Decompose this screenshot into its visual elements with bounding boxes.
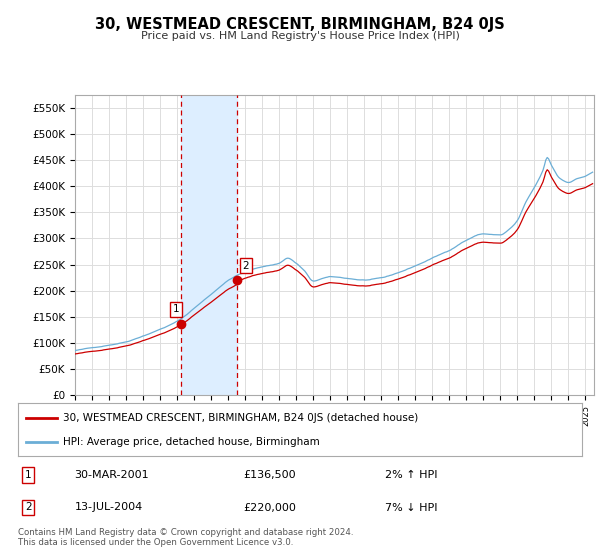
Text: 30, WESTMEAD CRESCENT, BIRMINGHAM, B24 0JS: 30, WESTMEAD CRESCENT, BIRMINGHAM, B24 0…	[95, 17, 505, 32]
Text: 7% ↓ HPI: 7% ↓ HPI	[385, 502, 437, 512]
Text: Contains HM Land Registry data © Crown copyright and database right 2024.
This d: Contains HM Land Registry data © Crown c…	[18, 528, 353, 547]
Text: 2: 2	[25, 502, 31, 512]
Text: 1: 1	[173, 304, 179, 314]
Text: Price paid vs. HM Land Registry's House Price Index (HPI): Price paid vs. HM Land Registry's House …	[140, 31, 460, 41]
Text: 2% ↑ HPI: 2% ↑ HPI	[385, 470, 437, 480]
Text: HPI: Average price, detached house, Birmingham: HPI: Average price, detached house, Birm…	[63, 437, 320, 447]
Text: 1: 1	[25, 470, 31, 480]
Text: 30, WESTMEAD CRESCENT, BIRMINGHAM, B24 0JS (detached house): 30, WESTMEAD CRESCENT, BIRMINGHAM, B24 0…	[63, 413, 418, 423]
Bar	[181, 95, 238, 395]
Text: £220,000: £220,000	[244, 502, 296, 512]
Text: 2: 2	[242, 261, 249, 271]
Text: 13-JUL-2004: 13-JUL-2004	[74, 502, 143, 512]
Text: 30-MAR-2001: 30-MAR-2001	[74, 470, 149, 480]
Text: £136,500: £136,500	[244, 470, 296, 480]
